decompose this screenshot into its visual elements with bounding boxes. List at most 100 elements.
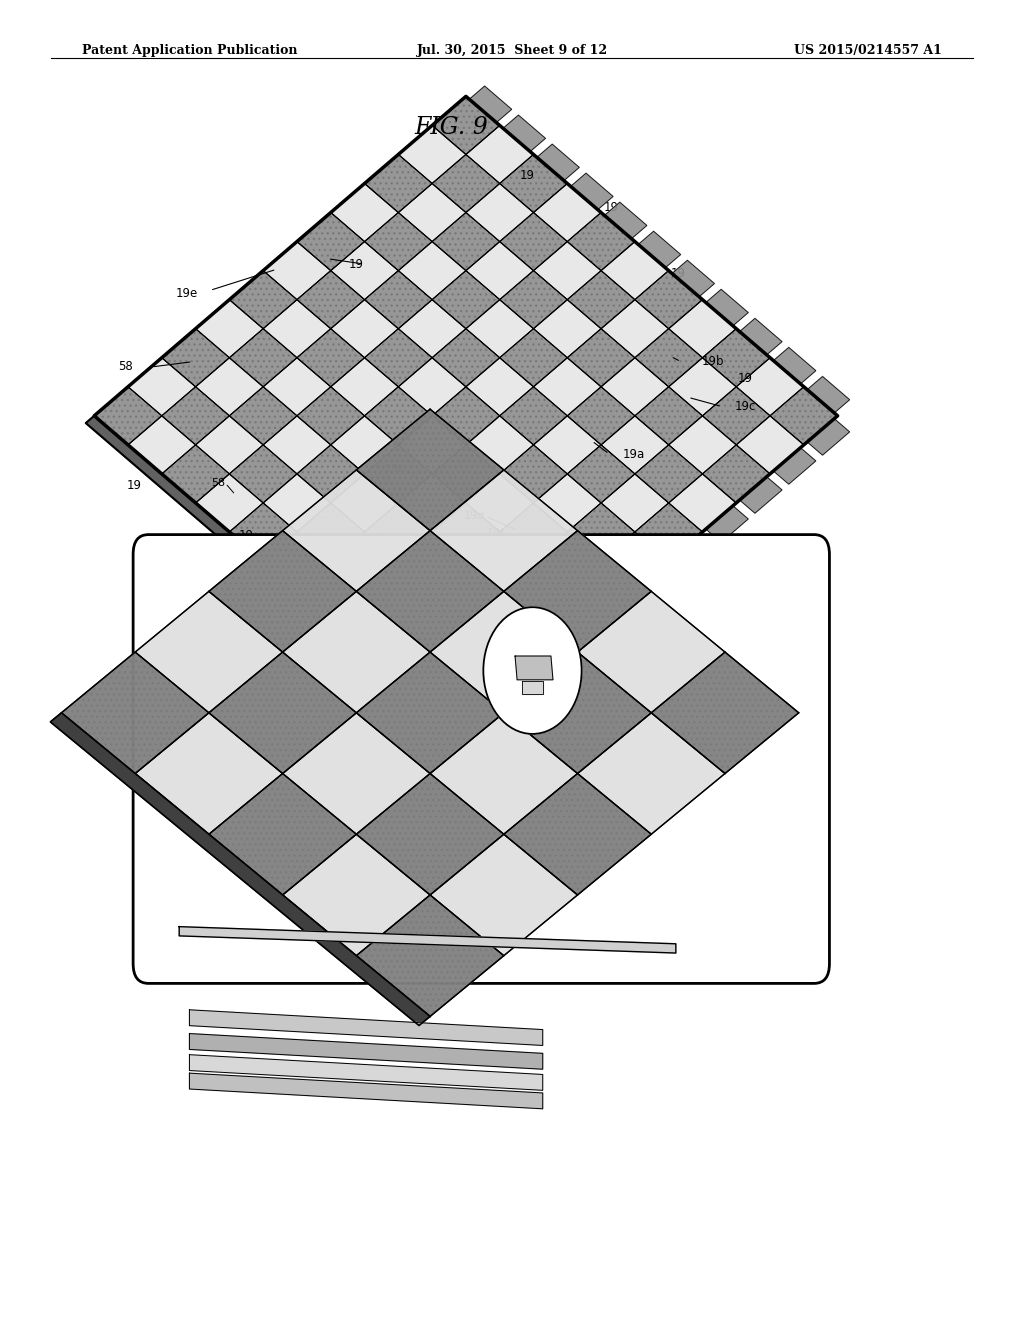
Polygon shape <box>567 503 635 561</box>
Polygon shape <box>297 445 365 503</box>
Polygon shape <box>432 271 500 329</box>
Polygon shape <box>162 445 229 503</box>
Polygon shape <box>356 895 504 1016</box>
Polygon shape <box>635 387 702 445</box>
Text: 19: 19 <box>604 201 620 214</box>
Polygon shape <box>365 329 432 387</box>
Polygon shape <box>365 271 432 329</box>
Polygon shape <box>534 474 601 532</box>
Polygon shape <box>432 619 500 677</box>
Polygon shape <box>432 445 500 503</box>
Text: Patent Application Publication: Patent Application Publication <box>82 44 297 57</box>
Text: 19: 19 <box>331 579 346 593</box>
Polygon shape <box>466 416 534 474</box>
Text: -19e: -19e <box>688 682 713 693</box>
Polygon shape <box>356 409 504 531</box>
Polygon shape <box>398 242 466 300</box>
Text: 19d: 19d <box>464 511 485 521</box>
Polygon shape <box>635 445 702 503</box>
Polygon shape <box>331 532 398 590</box>
Polygon shape <box>534 300 601 358</box>
Polygon shape <box>567 271 635 329</box>
Polygon shape <box>669 300 736 358</box>
Polygon shape <box>365 445 432 503</box>
Polygon shape <box>570 622 613 659</box>
Polygon shape <box>706 289 749 326</box>
Polygon shape <box>263 416 331 474</box>
Polygon shape <box>365 445 432 503</box>
Polygon shape <box>189 1034 543 1069</box>
Polygon shape <box>500 619 567 677</box>
Polygon shape <box>702 329 770 387</box>
Polygon shape <box>702 445 770 503</box>
Text: 19: 19 <box>737 372 753 385</box>
Polygon shape <box>356 774 504 895</box>
Polygon shape <box>94 387 162 445</box>
Polygon shape <box>263 358 331 416</box>
Polygon shape <box>196 300 263 358</box>
Polygon shape <box>356 531 504 652</box>
Polygon shape <box>263 242 331 300</box>
Polygon shape <box>500 329 567 387</box>
Polygon shape <box>297 561 365 619</box>
Polygon shape <box>430 591 578 713</box>
Polygon shape <box>128 358 196 416</box>
Polygon shape <box>50 713 430 1026</box>
Polygon shape <box>263 474 331 532</box>
Polygon shape <box>162 387 229 445</box>
Polygon shape <box>702 387 770 445</box>
Text: 58: 58 <box>211 478 225 488</box>
Polygon shape <box>331 183 398 242</box>
Text: FIG. 9: FIG. 9 <box>415 116 488 139</box>
Polygon shape <box>534 183 601 242</box>
Polygon shape <box>466 183 534 242</box>
Polygon shape <box>229 445 297 503</box>
Polygon shape <box>162 387 229 445</box>
Polygon shape <box>672 260 715 297</box>
Polygon shape <box>500 561 567 619</box>
Polygon shape <box>466 242 534 300</box>
Polygon shape <box>739 477 782 513</box>
Polygon shape <box>635 329 702 387</box>
Polygon shape <box>432 154 500 213</box>
Polygon shape <box>430 470 578 591</box>
Polygon shape <box>500 387 567 445</box>
Polygon shape <box>466 648 534 706</box>
Polygon shape <box>567 329 635 387</box>
Polygon shape <box>570 173 613 210</box>
Polygon shape <box>209 652 356 774</box>
Polygon shape <box>567 503 635 561</box>
Polygon shape <box>739 318 782 355</box>
Polygon shape <box>773 347 816 384</box>
Polygon shape <box>263 300 331 358</box>
Polygon shape <box>604 202 647 239</box>
Polygon shape <box>534 358 601 416</box>
Polygon shape <box>432 329 500 387</box>
Text: 19b: 19b <box>701 355 724 368</box>
Polygon shape <box>398 648 466 706</box>
Polygon shape <box>356 531 504 652</box>
Polygon shape <box>297 329 365 387</box>
FancyBboxPatch shape <box>133 535 829 983</box>
Polygon shape <box>365 503 432 561</box>
Polygon shape <box>466 300 534 358</box>
Polygon shape <box>635 503 702 561</box>
Polygon shape <box>504 652 651 774</box>
Polygon shape <box>601 358 669 416</box>
Polygon shape <box>331 358 398 416</box>
Polygon shape <box>86 416 466 742</box>
Text: 19: 19 <box>671 267 686 280</box>
Text: 19c: 19c <box>734 400 756 413</box>
Text: 19b: 19b <box>614 702 636 713</box>
Polygon shape <box>466 125 534 183</box>
Polygon shape <box>638 564 681 601</box>
Polygon shape <box>466 590 534 648</box>
Polygon shape <box>229 329 297 387</box>
Text: 19f: 19f <box>486 528 505 539</box>
Text: -19b: -19b <box>381 463 406 474</box>
Polygon shape <box>432 503 500 561</box>
Polygon shape <box>331 300 398 358</box>
Polygon shape <box>773 447 816 484</box>
Polygon shape <box>770 387 838 445</box>
Polygon shape <box>534 532 601 590</box>
